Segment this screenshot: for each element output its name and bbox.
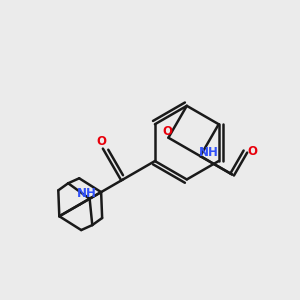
Text: NH: NH bbox=[77, 187, 97, 200]
Text: O: O bbox=[162, 125, 172, 138]
Text: NH: NH bbox=[199, 146, 218, 159]
Text: O: O bbox=[96, 135, 106, 148]
Text: O: O bbox=[247, 145, 257, 158]
